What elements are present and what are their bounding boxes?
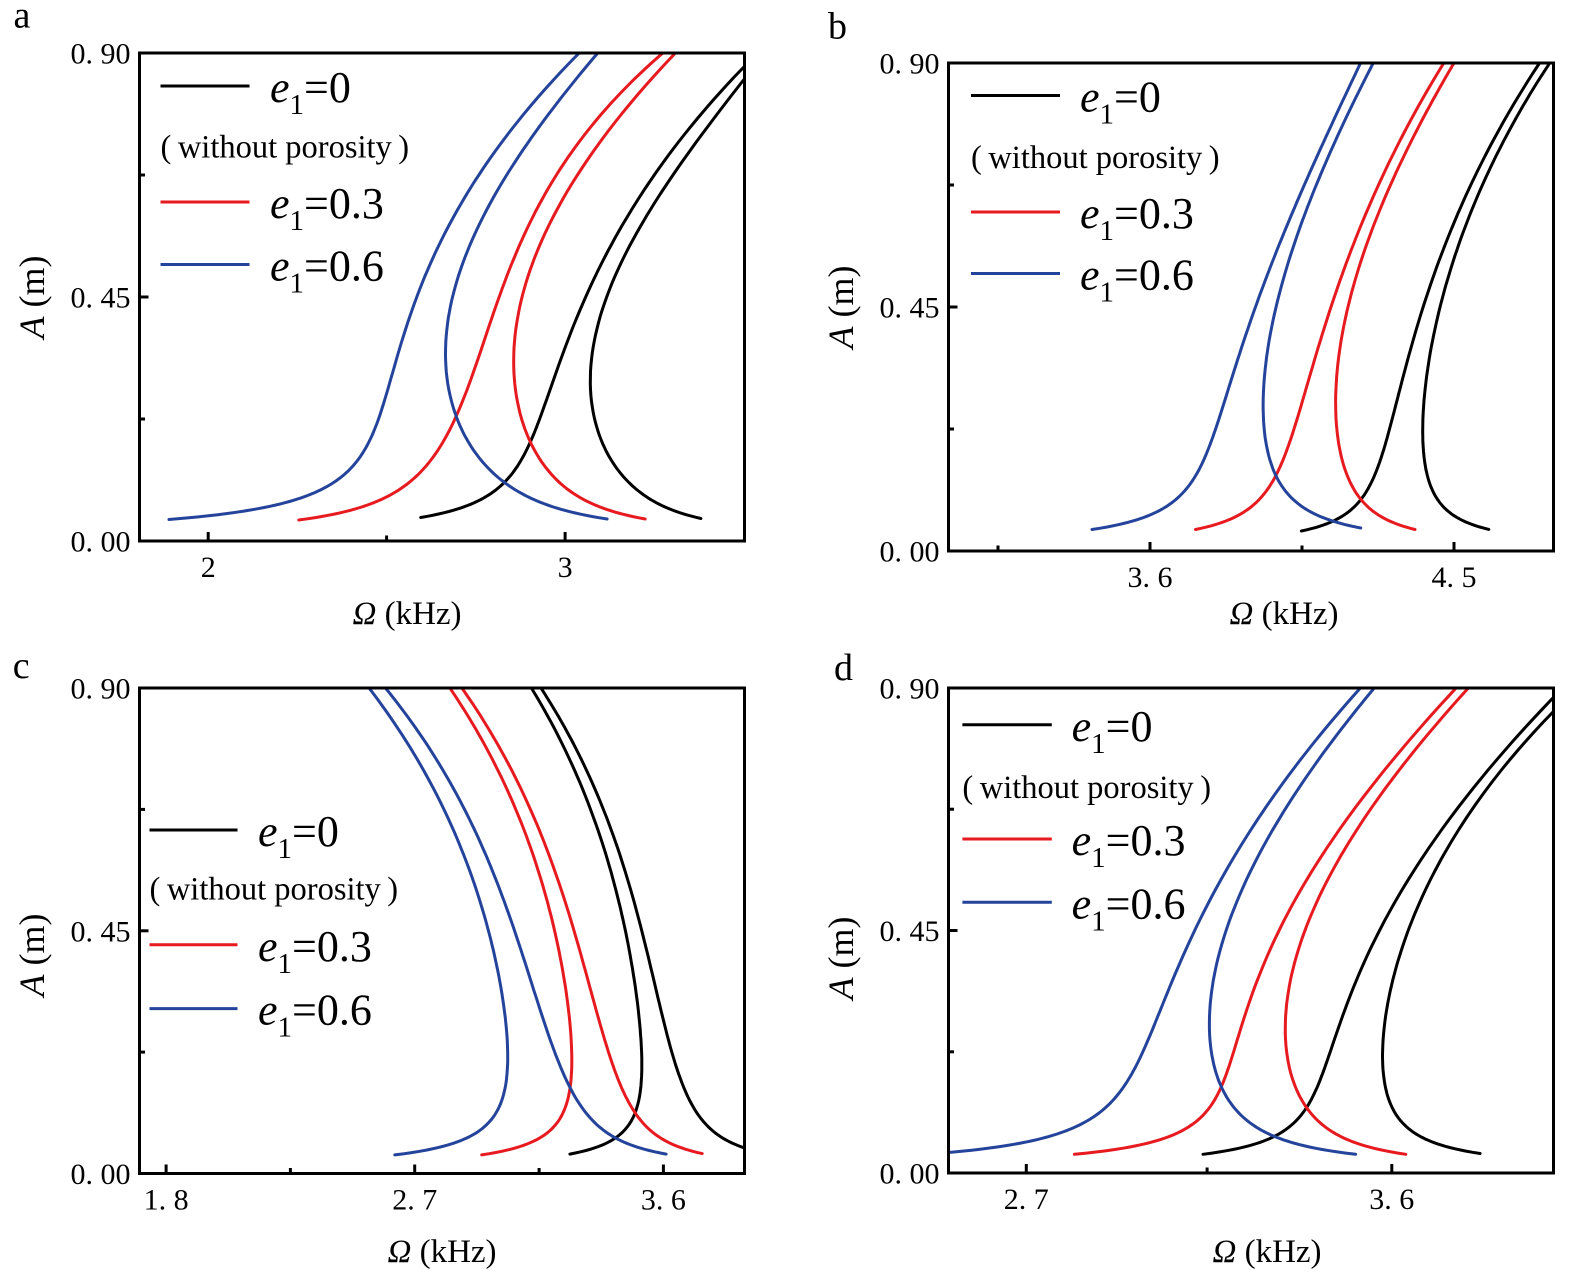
svg-text:A (m): A (m) (821, 917, 861, 1002)
svg-text:2. 7: 2. 7 (392, 1184, 437, 1217)
svg-text:0. 45: 0. 45 (71, 282, 131, 315)
svg-text:2. 7: 2. 7 (1004, 1183, 1049, 1216)
svg-text:0. 00: 0. 00 (71, 1158, 131, 1191)
svg-text:1. 8: 1. 8 (144, 1184, 189, 1217)
svg-text:0. 90: 0. 90 (880, 673, 940, 706)
svg-text:0. 00: 0. 00 (880, 1158, 940, 1191)
svg-text:e1=0.6: e1=0.6 (258, 986, 372, 1044)
svg-text:a: a (14, 0, 31, 37)
svg-text:e1=0: e1=0 (258, 807, 339, 865)
svg-text:e1=0: e1=0 (1072, 702, 1153, 760)
svg-text:c: c (13, 645, 30, 687)
svg-text:e1=0.6: e1=0.6 (1080, 251, 1194, 309)
svg-text:3. 6: 3. 6 (1369, 1183, 1414, 1216)
svg-text:( without porosity ): ( without porosity ) (971, 140, 1220, 176)
svg-text:A (m): A (m) (821, 266, 861, 351)
svg-text:e1=0.6: e1=0.6 (1072, 879, 1186, 937)
svg-text:e1=0: e1=0 (270, 63, 351, 121)
svg-text:3: 3 (558, 551, 573, 584)
svg-text:A (m): A (m) (12, 256, 52, 341)
svg-text:Ω (kHz): Ω (kHz) (1212, 1234, 1321, 1270)
svg-text:e1=0.3: e1=0.3 (1080, 189, 1194, 247)
svg-text:d: d (834, 647, 853, 689)
svg-text:0. 90: 0. 90 (71, 38, 131, 71)
svg-text:e1=0.3: e1=0.3 (258, 922, 372, 980)
svg-text:b: b (828, 6, 847, 48)
svg-text:0. 45: 0. 45 (71, 915, 131, 948)
svg-text:A (m): A (m) (12, 914, 52, 999)
svg-text:( without porosity ): ( without porosity ) (161, 130, 410, 166)
svg-text:Ω (kHz): Ω (kHz) (1229, 596, 1338, 632)
svg-text:( without porosity ): ( without porosity ) (150, 872, 399, 908)
svg-text:Ω (kHz): Ω (kHz) (387, 1234, 496, 1270)
svg-text:( without porosity ): ( without porosity ) (962, 770, 1211, 806)
svg-text:2: 2 (201, 551, 216, 584)
svg-text:e1=0.3: e1=0.3 (1072, 816, 1186, 874)
svg-text:0. 90: 0. 90 (880, 48, 940, 81)
svg-text:0. 45: 0. 45 (880, 292, 940, 325)
svg-text:e1=0.6: e1=0.6 (270, 242, 384, 300)
svg-text:Ω (kHz): Ω (kHz) (352, 596, 461, 632)
svg-text:0. 00: 0. 00 (880, 536, 940, 569)
svg-text:3. 6: 3. 6 (641, 1184, 686, 1217)
svg-text:0. 90: 0. 90 (71, 673, 131, 706)
svg-text:e1=0: e1=0 (1080, 73, 1161, 131)
svg-text:e1=0.3: e1=0.3 (270, 179, 384, 237)
svg-text:0. 00: 0. 00 (71, 526, 131, 559)
svg-text:0. 45: 0. 45 (880, 915, 940, 948)
svg-text:4. 5: 4. 5 (1432, 561, 1477, 594)
svg-text:3. 6: 3. 6 (1128, 561, 1173, 594)
